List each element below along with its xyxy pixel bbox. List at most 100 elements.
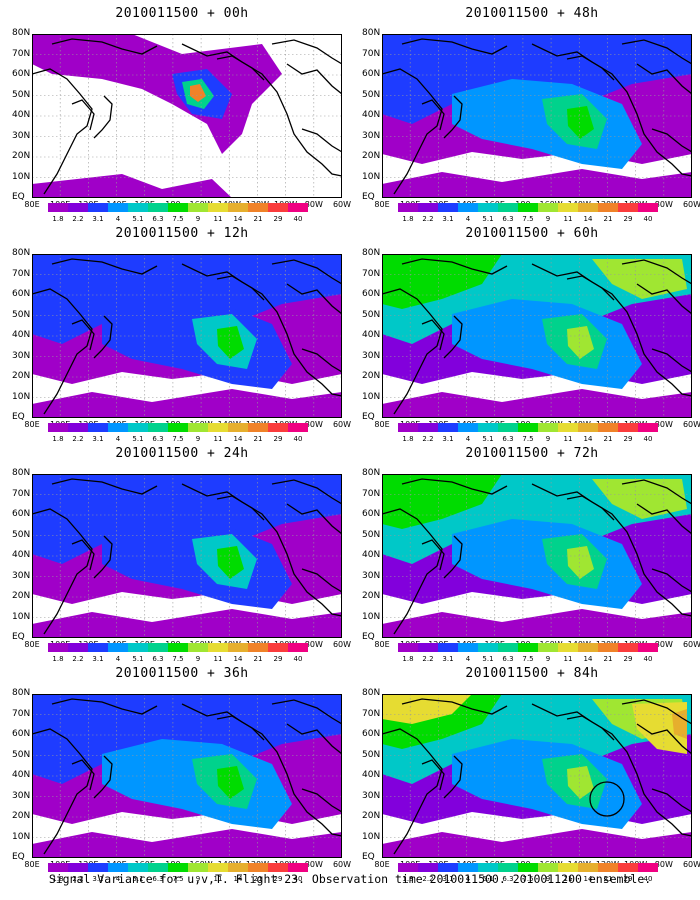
colorbar-swatch	[128, 203, 148, 212]
colorbar-value: 6.3	[502, 215, 514, 223]
colorbar-value: 21	[253, 655, 263, 663]
colorbar-value: 4	[115, 435, 121, 443]
colorbar-value: 3.1	[442, 435, 454, 443]
colorbar-swatch	[168, 203, 188, 212]
colorbar-swatch	[128, 863, 148, 872]
colorbar-swatch	[148, 423, 168, 432]
colorbar	[48, 643, 308, 652]
latitude-label: 60N	[362, 289, 381, 299]
colorbar-value: 7.5	[522, 435, 534, 443]
map-canvas	[32, 254, 342, 418]
longitude-label: 60W	[682, 860, 700, 869]
colorbar-swatch	[288, 423, 308, 432]
latitude-label: 60N	[12, 729, 31, 739]
colorbar-value: 5.1	[132, 655, 144, 663]
latitude-label: 30N	[362, 130, 381, 141]
map-canvas	[382, 254, 692, 418]
map-frame	[382, 694, 692, 858]
colorbar-swatch	[228, 203, 248, 212]
colorbar-swatch	[68, 203, 88, 212]
coastlines	[382, 38, 692, 195]
latitude-label: 40N	[362, 330, 381, 340]
colorbar-value: 4	[115, 655, 121, 663]
colorbar-swatch	[418, 643, 438, 652]
variance-region	[382, 254, 502, 309]
colorbar-value: 11	[563, 215, 573, 223]
colorbar-swatch	[188, 423, 208, 432]
longitude-label: 60W	[682, 200, 700, 209]
latitude-label: 10N	[362, 831, 381, 842]
latitude-label: 80N	[12, 688, 31, 698]
colorbar-swatch	[288, 643, 308, 652]
longitude-label: 80W	[654, 200, 673, 209]
map-frame	[382, 34, 692, 198]
colorbar-swatch	[598, 643, 618, 652]
colorbar-value: 29	[273, 655, 283, 663]
colorbar-swatch	[148, 203, 168, 212]
colorbar-value: 6.3	[502, 875, 514, 883]
colorbar-value: 4	[465, 435, 471, 443]
colorbar-swatch	[478, 203, 498, 212]
variance-region	[32, 829, 342, 858]
latitude-label: EQ	[362, 192, 375, 202]
colorbar-value: 1.8	[402, 655, 414, 663]
colorbar-value: 4	[465, 655, 471, 663]
latitude-label: EQ	[362, 412, 375, 422]
panel-title: 2010011500 + 84h	[465, 666, 599, 681]
latitude-label: 40N	[12, 330, 31, 340]
latitude-label: 10N	[362, 171, 381, 182]
colorbar-swatch	[498, 423, 518, 432]
colorbar-value: 40	[293, 875, 303, 883]
colorbar-swatch	[518, 423, 538, 432]
colorbar-value: 21	[253, 435, 263, 443]
coastlines	[32, 258, 342, 415]
colorbar-swatch	[248, 203, 268, 212]
colorbar-swatch	[578, 863, 598, 872]
latitude-label: 10N	[12, 611, 31, 622]
longitude-label: 80E	[374, 200, 390, 209]
colorbar-swatch	[618, 863, 638, 872]
colorbar-swatch	[398, 423, 418, 432]
colorbar-value: 5.1	[482, 215, 494, 223]
colorbar-swatch	[128, 643, 148, 652]
latitude-label: 60N	[362, 729, 381, 739]
colorbar-value: 14	[583, 215, 593, 223]
colorbar-value: 2.2	[422, 435, 434, 443]
colorbar-swatch	[618, 203, 638, 212]
latitude-label: 20N	[362, 591, 381, 601]
colorbar-swatch	[228, 423, 248, 432]
colorbar-value: 3.1	[92, 875, 104, 883]
latitude-label: 40N	[362, 550, 381, 560]
variance-region	[592, 259, 687, 299]
colorbar-swatch	[108, 863, 128, 872]
colorbar-value: 3.1	[92, 435, 104, 443]
colorbar-swatch	[558, 423, 578, 432]
latitude-label: 10N	[12, 391, 31, 402]
variance-region	[217, 326, 244, 359]
coastlines	[382, 698, 692, 855]
colorbar-swatch	[88, 423, 108, 432]
colorbar-value: 5.1	[482, 435, 494, 443]
colorbar-swatch	[558, 643, 578, 652]
colorbar-swatch	[518, 203, 538, 212]
colorbar-value: 9	[195, 875, 201, 883]
colorbar-swatch	[478, 863, 498, 872]
latitude-label: 20N	[362, 811, 381, 821]
longitude-label: 80W	[654, 640, 673, 649]
colorbar-value: 6.3	[152, 435, 164, 443]
latitude-label: 70N	[362, 268, 381, 279]
latitude-label: 80N	[362, 688, 381, 698]
colorbar-value: 1.8	[402, 215, 414, 223]
colorbar-swatch	[638, 863, 658, 872]
map-canvas	[382, 34, 692, 198]
colorbar-swatch	[88, 203, 108, 212]
latitude-label: 40N	[362, 110, 381, 120]
colorbar-value: 9	[545, 875, 551, 883]
grid-lines	[382, 34, 692, 198]
colorbar-value: 11	[563, 655, 573, 663]
map-canvas	[32, 694, 342, 858]
map-canvas	[32, 34, 342, 198]
colorbar	[398, 423, 658, 432]
variance-region	[567, 106, 594, 139]
colorbar-value: 14	[583, 655, 593, 663]
